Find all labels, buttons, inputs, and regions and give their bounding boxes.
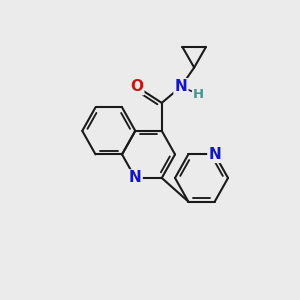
Text: N: N: [129, 170, 142, 185]
Text: N: N: [208, 147, 221, 162]
Text: O: O: [130, 79, 143, 94]
Text: N: N: [175, 79, 187, 94]
Text: H: H: [193, 88, 204, 100]
